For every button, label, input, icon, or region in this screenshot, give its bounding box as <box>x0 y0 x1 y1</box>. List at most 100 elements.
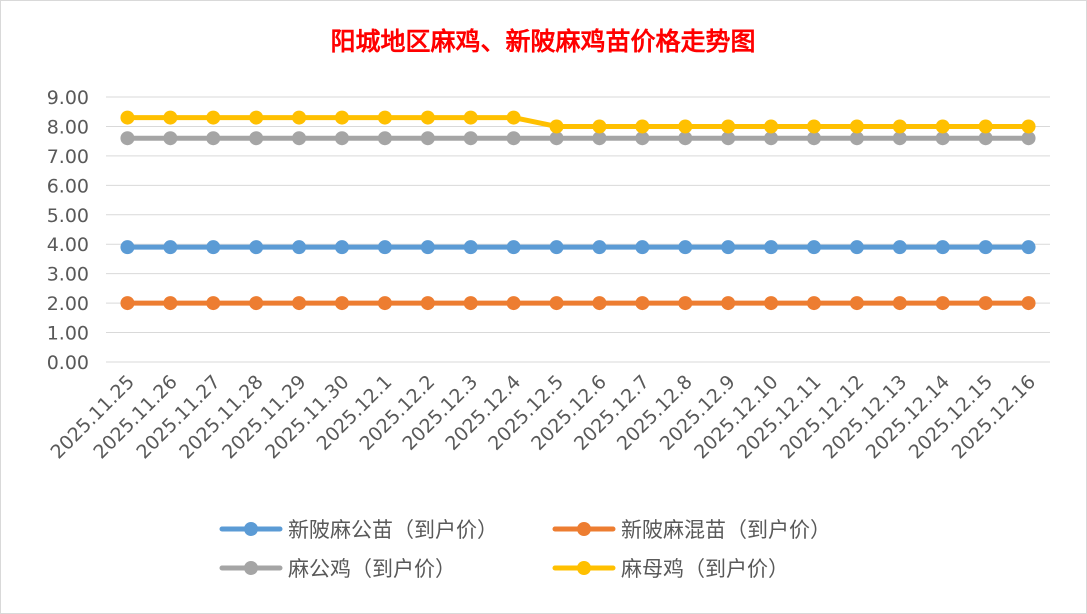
data-point <box>292 296 307 311</box>
data-point <box>1021 296 1036 311</box>
data-point <box>721 119 736 134</box>
y-tick-label: 7.00 <box>47 146 89 168</box>
data-point <box>978 131 993 146</box>
data-point <box>892 296 907 311</box>
legend-item: 麻母鸡（到户价） <box>552 557 789 581</box>
data-point <box>420 296 435 311</box>
data-point <box>764 240 779 255</box>
data-point <box>764 296 779 311</box>
data-point <box>120 131 135 146</box>
data-point <box>635 131 650 146</box>
data-point <box>849 131 864 146</box>
data-point <box>206 131 221 146</box>
series-2 <box>120 131 1036 146</box>
data-point <box>935 119 950 134</box>
data-point <box>163 240 178 255</box>
data-point <box>420 131 435 146</box>
data-point <box>978 119 993 134</box>
series-layer <box>120 110 1036 311</box>
data-point <box>463 131 478 146</box>
data-point <box>335 131 349 146</box>
data-point <box>978 240 993 255</box>
data-point <box>1021 131 1036 146</box>
data-point <box>549 131 564 146</box>
data-point <box>335 110 349 125</box>
data-point <box>849 119 864 134</box>
data-point <box>935 240 950 255</box>
legend-label: 新陂麻混苗（到户价） <box>621 518 831 542</box>
legend-item: 新陂麻公苗（到户价） <box>219 518 498 542</box>
data-point <box>935 296 950 311</box>
data-point <box>807 240 821 255</box>
data-point <box>635 240 650 255</box>
y-tick-label: 5.00 <box>47 205 89 227</box>
data-point <box>764 119 779 134</box>
data-point <box>1021 119 1036 134</box>
legend-label: 新陂麻公苗（到户价） <box>288 518 498 542</box>
legend-label: 麻公鸡（到户价） <box>288 557 456 581</box>
data-point <box>592 131 607 146</box>
data-point <box>592 119 607 134</box>
data-point <box>163 110 178 125</box>
data-point <box>635 119 650 134</box>
data-point <box>892 131 907 146</box>
data-point <box>120 296 135 311</box>
data-point <box>807 296 821 311</box>
legend-swatch-marker <box>577 522 591 536</box>
data-point <box>163 296 178 311</box>
data-point <box>420 110 435 125</box>
data-point <box>120 240 135 255</box>
data-point <box>463 240 478 255</box>
data-point <box>978 296 993 311</box>
data-point <box>292 110 307 125</box>
x-axis: 2025.11.252025.11.262025.11.272025.11.28… <box>47 371 1041 463</box>
data-point <box>506 240 521 255</box>
data-point <box>549 296 564 311</box>
data-point <box>206 110 221 125</box>
data-point <box>249 110 264 125</box>
data-point <box>592 296 607 311</box>
data-point <box>678 131 693 146</box>
data-point <box>377 131 392 146</box>
data-point <box>377 240 392 255</box>
series-line <box>124 115 1032 129</box>
data-point <box>506 296 521 311</box>
legend-swatch-marker <box>244 561 258 575</box>
y-tick-label: 6.00 <box>47 175 89 197</box>
data-point <box>892 240 907 255</box>
y-tick-label: 9.00 <box>47 87 89 109</box>
data-point <box>549 240 564 255</box>
y-tick-label: 3.00 <box>47 264 89 286</box>
data-point <box>463 296 478 311</box>
chart-title: 阳城地区麻鸡、新陂麻鸡苗价格走势图 <box>330 27 755 56</box>
data-point <box>249 240 264 255</box>
legend: 新陂麻公苗（到户价） 新陂麻混苗（到户价） 麻公鸡（到户价） 麻母鸡（到户价） <box>219 518 831 581</box>
data-point <box>849 296 864 311</box>
data-point <box>506 131 521 146</box>
y-axis: 0.00 1.00 2.00 3.00 4.00 5.00 6.00 7.00 8.00 9.00 <box>47 87 89 374</box>
legend-label: 麻母鸡（到户价） <box>621 557 789 581</box>
data-point <box>592 240 607 255</box>
series-1 <box>120 296 1036 311</box>
data-point <box>335 296 349 311</box>
data-point <box>292 131 307 146</box>
data-point <box>1021 240 1036 255</box>
data-point <box>807 131 821 146</box>
data-point <box>892 119 907 134</box>
data-point <box>935 131 950 146</box>
data-point <box>249 296 264 311</box>
data-point <box>463 110 478 125</box>
data-point <box>120 110 135 125</box>
y-tick-label: 2.00 <box>47 293 89 315</box>
data-point <box>721 296 736 311</box>
data-point <box>764 131 779 146</box>
y-tick-label: 0.00 <box>47 352 89 374</box>
legend-swatch-marker <box>244 522 258 536</box>
legend-item: 麻公鸡（到户价） <box>219 557 456 581</box>
data-point <box>420 240 435 255</box>
y-tick-label: 1.00 <box>47 323 89 345</box>
data-point <box>206 296 221 311</box>
legend-swatch-marker <box>577 561 591 575</box>
